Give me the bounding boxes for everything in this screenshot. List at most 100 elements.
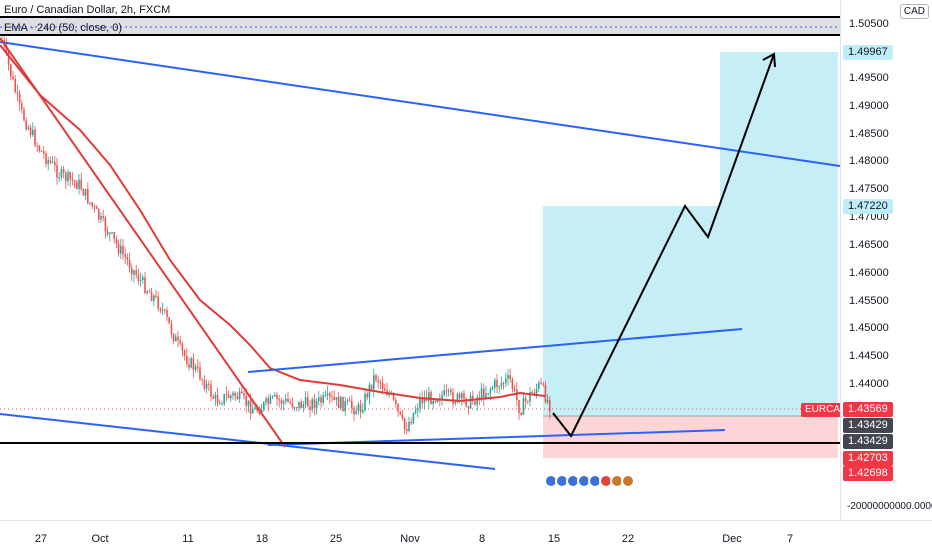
price-tick: -20000000000.00000 — [847, 501, 932, 512]
price-tick: 1.49000 — [849, 100, 889, 112]
candle-body — [27, 127, 30, 130]
candle-body — [252, 409, 254, 414]
candle-body — [230, 395, 232, 399]
candle-body — [153, 295, 155, 301]
candle-body — [538, 382, 540, 390]
candle-body — [282, 401, 285, 404]
candle-body — [168, 317, 170, 324]
upper-trend-line — [0, 41, 840, 167]
candle-body — [324, 395, 327, 397]
candle-body — [21, 103, 23, 110]
candle-body — [546, 399, 549, 403]
candle-body — [531, 392, 533, 394]
candle-body — [150, 292, 153, 301]
candle-body — [14, 79, 16, 93]
candle-body — [78, 179, 80, 189]
candle-body — [38, 145, 41, 151]
candle-body — [263, 402, 265, 410]
candle-body — [274, 394, 276, 397]
candle-body — [247, 400, 250, 406]
price-label-target: 1.47220 — [843, 199, 893, 214]
candle-body — [296, 407, 298, 409]
candle-body — [542, 383, 544, 385]
candle-body — [403, 418, 406, 430]
channel-top-line — [247, 328, 743, 373]
candle-body — [408, 422, 410, 432]
candle-body — [302, 404, 305, 408]
candle-body — [355, 411, 357, 415]
candle-body — [373, 375, 375, 390]
candle-body — [507, 375, 509, 379]
price-chart-canvas[interactable] — [0, 0, 840, 520]
candle-body — [309, 406, 311, 410]
candle-body — [410, 422, 412, 424]
candle-body — [428, 392, 430, 402]
candle-body — [441, 395, 443, 400]
candle-body — [214, 394, 217, 399]
candle-body — [489, 389, 492, 394]
candle-body — [62, 169, 65, 173]
event-badges[interactable] — [544, 474, 635, 488]
candle-body — [278, 399, 280, 401]
candle-body — [346, 400, 349, 402]
candle-body — [194, 366, 197, 370]
candle-body — [452, 392, 454, 404]
candle-body — [474, 401, 476, 405]
candle-body — [236, 396, 239, 400]
candle-body — [311, 399, 313, 410]
candle-body — [406, 429, 408, 432]
candle-body — [32, 129, 34, 136]
candle-body — [95, 206, 98, 209]
candle-body — [148, 291, 151, 293]
candle-body — [293, 407, 296, 409]
candle-body — [337, 397, 340, 409]
candle-body — [133, 270, 135, 275]
price-label-support: 1.43429 — [843, 434, 893, 449]
candle-body — [124, 254, 126, 258]
candle-body — [476, 397, 478, 405]
chart-pane[interactable]: Euro / Canadian Dollar, 2h, FXCM EMA · 2… — [0, 0, 840, 520]
candle-body — [414, 410, 417, 413]
price-tick: 1.47000 — [849, 211, 889, 223]
candle-body — [199, 367, 201, 380]
candle-body — [535, 389, 538, 395]
candle-body — [392, 393, 395, 400]
candle-body — [401, 414, 404, 419]
candle-body — [287, 398, 289, 403]
projection-path — [552, 53, 775, 438]
candle-body — [29, 127, 32, 136]
candle-body — [166, 309, 168, 318]
candle-body — [280, 400, 283, 404]
price-scale[interactable]: CAD 1.50500 1.49500 1.49000 1.48500 1.48… — [840, 0, 932, 520]
candle-body — [271, 396, 274, 398]
candle-body — [65, 172, 67, 182]
candle-body — [54, 162, 56, 166]
candle-body — [25, 120, 27, 130]
candle-body — [100, 216, 102, 220]
candle-body — [465, 398, 467, 407]
candle-body — [500, 382, 503, 387]
candle-body — [34, 129, 36, 146]
time-scale[interactable]: 27 Oct 11 18 25 Nov 8 15 22 Dec 7 — [0, 520, 932, 551]
currency-button[interactable]: CAD — [899, 4, 929, 19]
candle-body — [463, 393, 465, 399]
candle-body — [212, 396, 214, 399]
calendar-event-icon[interactable] — [621, 474, 635, 488]
candle-body — [443, 390, 445, 396]
candle-body — [289, 402, 291, 404]
candle-body — [423, 397, 426, 403]
candle-body — [527, 401, 529, 403]
candle-body — [540, 382, 542, 384]
price-label-stop: 1.42703 — [843, 451, 893, 466]
candle-body — [164, 309, 166, 311]
candle-body — [245, 395, 247, 406]
candle-body — [67, 172, 69, 182]
candle-body — [227, 395, 230, 399]
chart-legend-title: Euro / Canadian Dollar, 2h, FXCM — [4, 4, 171, 16]
candle-body — [399, 411, 401, 415]
candle-body — [454, 402, 456, 404]
candle-body — [511, 379, 514, 389]
candle-body — [320, 397, 322, 403]
time-tick: Oct — [91, 533, 109, 545]
candle-body — [93, 206, 96, 208]
